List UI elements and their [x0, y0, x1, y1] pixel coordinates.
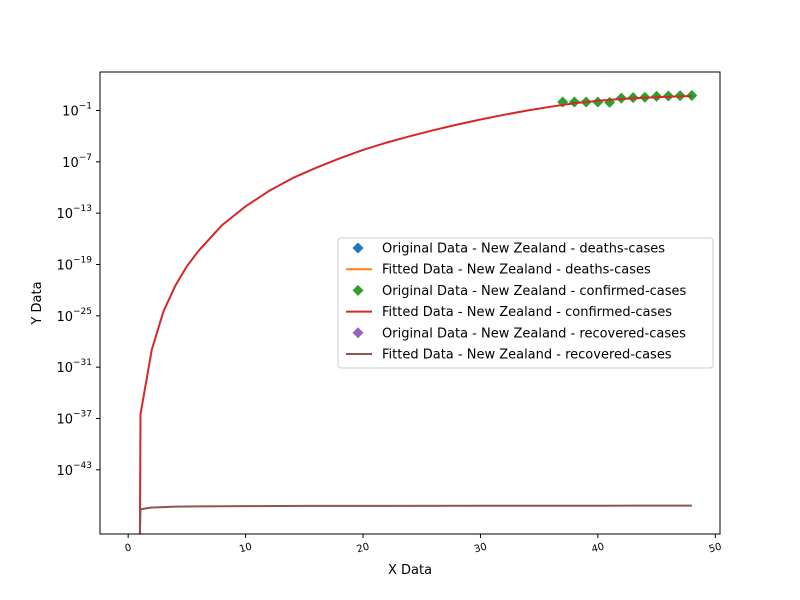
y-axis-label: Y Data [30, 281, 45, 325]
y-tick-label: 10−37 [56, 410, 92, 428]
data-point [592, 96, 604, 108]
legend-item: Fitted Data - New Zealand - recovered-ca… [346, 348, 672, 363]
legend-item: Original Data - New Zealand - deaths-cas… [352, 242, 665, 257]
legend-item: Original Data - New Zealand - confirmed-… [352, 284, 687, 299]
x-tick-label: 0 [124, 542, 133, 554]
legend-marker [352, 242, 364, 254]
data-point [568, 96, 580, 108]
x-axis-label: X Data [388, 563, 432, 578]
legend-marker [352, 327, 364, 339]
axes-frame [99, 71, 721, 535]
series-line [138, 95, 692, 535]
legend-label: Fitted Data - New Zealand - confirmed-ca… [382, 305, 672, 320]
series-line [138, 504, 692, 535]
legend-box [337, 237, 714, 369]
y-tick-label: 10−19 [56, 256, 92, 274]
y-tick-label: 10−31 [56, 358, 92, 376]
legend-label: Original Data - New Zealand - deaths-cas… [382, 242, 665, 257]
x-tick-label: 50 [708, 542, 723, 556]
x-axis-ticks: 0 10 20 30 40 50 [124, 534, 723, 555]
y-tick-label: 10−25 [56, 307, 92, 325]
legend-item: Fitted Data - New Zealand - confirmed-ca… [346, 305, 672, 320]
data-point [686, 90, 698, 102]
series-5 [138, 504, 692, 535]
x-tick-label: 40 [590, 542, 605, 556]
legend-marker [352, 284, 364, 296]
legend-label: Fitted Data - New Zealand - recovered-ca… [382, 348, 672, 363]
y-tick-label: 10−7 [62, 153, 92, 171]
y-tick-label: 10−43 [56, 461, 92, 479]
legend: Original Data - New Zealand - deaths-cas… [337, 237, 714, 369]
series-layer [138, 90, 698, 535]
y-tick-label: 10−1 [62, 102, 92, 120]
legend-label: Original Data - New Zealand - confirmed-… [382, 284, 687, 299]
x-tick-label: 10 [238, 542, 253, 556]
legend-item: Original Data - New Zealand - recovered-… [352, 326, 686, 341]
legend-item: Fitted Data - New Zealand - deaths-cases [346, 263, 651, 278]
legend-label: Fitted Data - New Zealand - deaths-cases [382, 263, 651, 278]
y-axis-ticks: 10−1 10−7 10−13 10−19 10−25 10−31 10−37 10−43 [56, 102, 100, 479]
x-tick-label: 30 [473, 542, 488, 556]
x-tick-label: 20 [356, 542, 371, 556]
series-3 [138, 95, 692, 535]
y-tick-label: 10−13 [56, 204, 92, 222]
legend-label: Original Data - New Zealand - recovered-… [382, 326, 686, 341]
